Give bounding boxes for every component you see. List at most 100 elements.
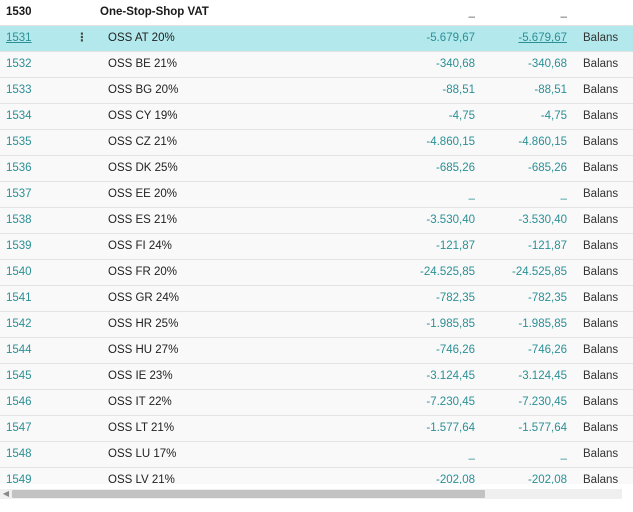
account-name: OSS GR 24% [108,292,179,304]
table-row[interactable]: 1533 OSS BG 20% -88,51 -88,51 Balans [0,78,633,104]
net-change-link[interactable]: _ [468,188,475,200]
balance-link[interactable]: -1.985,85 [518,318,567,330]
net-change-link[interactable]: -3.124,45 [426,370,475,382]
balance-link[interactable]: -7.230,45 [518,396,567,408]
table-row[interactable]: 1536 OSS DK 25% -685,26 -685,26 Balans [0,156,633,182]
table-row[interactable]: 1547 OSS LT 21% -1.577,64 -1.577,64 Balans [0,416,633,442]
net-change-link[interactable]: -3.530,40 [426,214,475,226]
income-balance: Balans [583,266,619,278]
scrollbar-track[interactable]: ◀ [0,489,622,499]
table-row[interactable]: 1534 OSS CY 19% -4,75 -4,75 Balans [0,104,633,130]
account-no-link[interactable]: 1531 [6,32,32,44]
account-name: OSS ES 21% [108,214,178,226]
account-no-link[interactable]: 1538 [6,214,32,226]
net-change-link[interactable]: -24.525,85 [420,266,475,278]
account-no-link[interactable]: 1539 [6,240,32,252]
net-change-link[interactable]: -1.577,64 [426,422,475,434]
account-name: OSS DK 25% [108,162,178,174]
income-balance: Balans [583,344,619,356]
balance-link[interactable]: -3.530,40 [518,214,567,226]
balance-link[interactable]: -24.525,85 [512,266,567,278]
net-change-link[interactable]: -4,75 [448,110,475,122]
account-no-link[interactable]: 1537 [6,188,32,200]
account-no-link[interactable]: 1534 [6,110,32,122]
balance-link[interactable]: _ [560,448,567,460]
net-change-link[interactable]: -1.985,85 [426,318,475,330]
income-balance: Balans [583,422,619,434]
net-change-link[interactable]: -746,26 [435,344,475,356]
table-row[interactable]: 1542 OSS HR 25% -1.985,85 -1.985,85 Balans [0,312,633,338]
balance-link[interactable]: _ [560,188,567,200]
balance: _ [560,6,567,18]
table-row[interactable]: 1539 OSS FI 24% -121,87 -121,87 Balans [0,234,633,260]
account-name: OSS HU 27% [108,344,179,356]
account-name: OSS EE 20% [108,188,178,200]
income-balance: Balans [583,188,619,200]
table-row[interactable]: 1544 OSS HU 27% -746,26 -746,26 Balans [0,338,633,364]
balance-link[interactable]: -746,26 [527,344,567,356]
table-row[interactable]: 1549 OSS LV 21% -202,08 -202,08 Balans [0,468,633,484]
account-no-link[interactable]: 1541 [6,292,32,304]
table-row[interactable]: 1548 OSS LU 17% _ _ Balans [0,442,633,468]
account-no-link[interactable]: 1545 [6,370,32,382]
table-row[interactable]: 1535 OSS CZ 21% -4.860,15 -4.860,15 Balans [0,130,633,156]
table-row[interactable]: 1532 OSS BE 21% -340,68 -340,68 Balans [0,52,633,78]
scrollbar-thumb[interactable] [12,490,485,498]
table-row[interactable]: 1531 OSS AT 20% -5.679,67 -5.679,67 Balans ⋮ [0,26,633,52]
net-change-link[interactable]: _ [468,448,475,460]
header-row[interactable]: 1530 One-Stop-Shop VAT _ _ [0,0,633,26]
horizontal-scrollbar[interactable]: ◀ [0,484,633,512]
income-balance: Balans [583,370,619,382]
table-row[interactable]: 1546 OSS IT 22% -7.230,45 -7.230,45 Balans [0,390,633,416]
scroll-left-icon[interactable]: ◀ [2,489,10,498]
account-no-link[interactable]: 1546 [6,396,32,408]
net-change-link[interactable]: -340,68 [435,58,475,70]
account-no-link[interactable]: 1544 [6,344,32,356]
account-no-link[interactable]: 1536 [6,162,32,174]
net-change-link[interactable]: -4.860,15 [426,136,475,148]
account-no-link[interactable]: 1548 [6,448,32,460]
balance-link[interactable]: -202,08 [527,474,567,484]
accounts-grid: 1530 One-Stop-Shop VAT _ _ 1531 OSS AT 20… [0,0,633,484]
balance-link[interactable]: -685,26 [527,162,567,174]
balance-link[interactable]: -121,87 [527,240,567,252]
balance-link[interactable]: -88,51 [534,84,567,96]
balance-link[interactable]: -782,35 [527,292,567,304]
more-vertical-icon[interactable]: ⋮ [76,32,88,44]
account-no-link[interactable]: 1549 [6,474,32,484]
income-balance: Balans [583,318,619,330]
account-no-link[interactable]: 1542 [6,318,32,330]
account-no-link[interactable]: 1535 [6,136,32,148]
income-balance: Balans [583,214,619,226]
table-row[interactable]: 1538 OSS ES 21% -3.530,40 -3.530,40 Balans [0,208,633,234]
balance-link[interactable]: -3.124,45 [518,370,567,382]
table-row[interactable]: 1545 OSS IE 23% -3.124,45 -3.124,45 Balans [0,364,633,390]
balance-link[interactable]: -4,75 [540,110,567,122]
income-balance: Balans [583,136,619,148]
net-change-link[interactable]: -202,08 [435,474,475,484]
table-row[interactable]: 1537 OSS EE 20% _ _ Balans [0,182,633,208]
balance-link[interactable]: -1.577,64 [518,422,567,434]
account-no-link[interactable]: 1533 [6,84,32,96]
table-row[interactable]: 1540 OSS FR 20% -24.525,85 -24.525,85 Balans [0,260,633,286]
net-change-link[interactable]: -5.679,67 [426,32,475,44]
income-balance: Balans [583,58,619,70]
net-change-link[interactable]: -685,26 [435,162,475,174]
net-change-link[interactable]: -88,51 [442,84,475,96]
net-change-link[interactable]: -7.230,45 [426,396,475,408]
balance-link[interactable]: -340,68 [527,58,567,70]
account-name: OSS IE 23% [108,370,173,382]
table-row[interactable]: 1541 OSS GR 24% -782,35 -782,35 Balans [0,286,633,312]
income-balance: Balans [583,240,619,252]
account-name: OSS CY 19% [108,110,178,122]
income-balance: Balans [583,32,619,44]
balance-link[interactable]: -5.679,67 [518,32,567,44]
account-no-link[interactable]: 1540 [6,266,32,278]
net-change-link[interactable]: -782,35 [435,292,475,304]
account-no-link[interactable]: 1532 [6,58,32,70]
balance-link[interactable]: -4.860,15 [518,136,567,148]
account-no-link[interactable]: 1547 [6,422,32,434]
account-no[interactable]: 1530 [6,6,32,18]
net-change-link[interactable]: -121,87 [435,240,475,252]
account-name: OSS HR 25% [108,318,179,330]
